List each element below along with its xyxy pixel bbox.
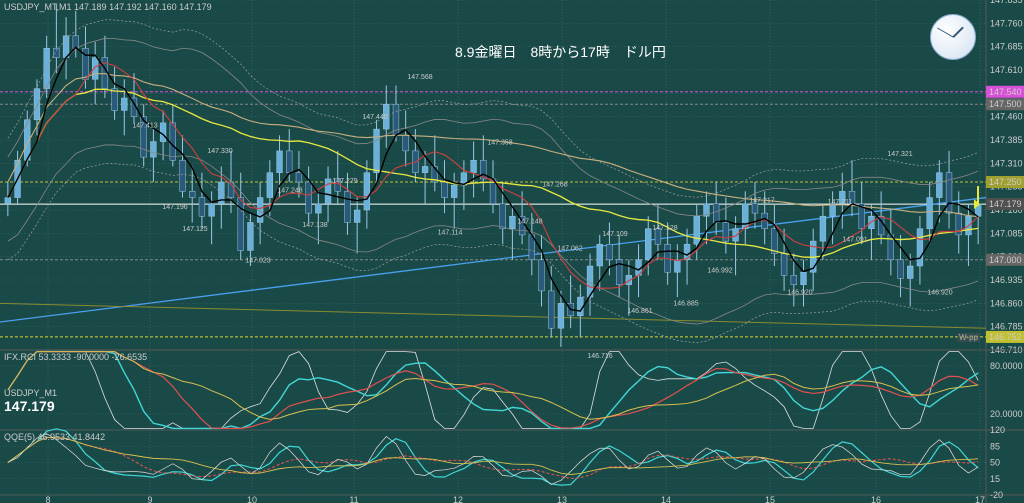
svg-text:9: 9 xyxy=(147,495,152,503)
svg-text:147.540: 147.540 xyxy=(989,87,1022,97)
svg-text:11: 11 xyxy=(349,495,358,503)
svg-text:147.138: 147.138 xyxy=(302,222,327,229)
trading-chart[interactable]: 146.710146.785146.860146.935147.010147.0… xyxy=(0,0,1024,503)
svg-text:80.0000: 80.0000 xyxy=(990,361,1023,371)
clock-icon xyxy=(930,14,976,60)
svg-text:147.179: 147.179 xyxy=(989,199,1022,209)
svg-text:147.148: 147.148 xyxy=(517,219,542,226)
svg-text:147.321: 147.321 xyxy=(887,151,912,158)
svg-text:147.310: 147.310 xyxy=(990,158,1023,168)
svg-text:147.196: 147.196 xyxy=(162,204,187,211)
svg-text:147.085: 147.085 xyxy=(990,228,1023,238)
svg-text:146.860: 146.860 xyxy=(990,298,1023,308)
svg-text:146.752: 146.752 xyxy=(989,332,1022,342)
wpp-marker: W-pp xyxy=(957,333,980,342)
qqe-indicator-label: QQE(5) 46.9533 41.8442 xyxy=(4,432,105,442)
svg-text:-20: -20 xyxy=(990,490,1003,500)
svg-text:147.217: 147.217 xyxy=(749,197,774,204)
svg-text:147.062: 147.062 xyxy=(557,245,582,252)
svg-text:12: 12 xyxy=(453,495,463,503)
svg-text:147.385: 147.385 xyxy=(990,135,1023,145)
svg-text:146.920: 146.920 xyxy=(927,290,952,297)
rci-indicator-label: IFX.RCI 53.3333 -90.0000 -26.6535 xyxy=(4,352,147,362)
svg-text:147.568: 147.568 xyxy=(407,74,432,81)
svg-text:147.835: 147.835 xyxy=(990,0,1023,5)
svg-text:147.760: 147.760 xyxy=(990,18,1023,28)
svg-text:147.279: 147.279 xyxy=(332,178,357,185)
svg-text:50: 50 xyxy=(990,458,1000,468)
svg-text:17: 17 xyxy=(975,495,985,503)
svg-text:147.248: 147.248 xyxy=(277,188,302,195)
symbol-sublabel: USDJPY_M1 xyxy=(4,388,57,398)
chart-title: 8.9金曜日 8時から17時 ドル円 xyxy=(455,42,666,62)
svg-text:146.992: 146.992 xyxy=(707,267,732,274)
svg-text:146.935: 146.935 xyxy=(990,275,1023,285)
svg-text:146.785: 146.785 xyxy=(990,322,1023,332)
svg-text:120: 120 xyxy=(990,425,1005,435)
svg-text:147.250: 147.250 xyxy=(989,177,1022,187)
svg-text:16: 16 xyxy=(871,495,881,503)
svg-text:147.128: 147.128 xyxy=(652,225,677,232)
symbol-header: USDJPY_MT,M1 147.189 147.192 147.160 147… xyxy=(4,2,212,12)
svg-text:147.358: 147.358 xyxy=(487,139,512,146)
svg-text:13: 13 xyxy=(557,495,567,503)
svg-text:147.413: 147.413 xyxy=(132,122,157,129)
svg-text:147.685: 147.685 xyxy=(990,42,1023,52)
svg-text:147.211: 147.211 xyxy=(828,199,853,206)
svg-text:146.861: 146.861 xyxy=(627,308,652,315)
svg-text:147.610: 147.610 xyxy=(990,65,1023,75)
svg-text:147.460: 147.460 xyxy=(990,112,1023,122)
svg-text:147.023: 147.023 xyxy=(245,258,270,265)
svg-text:146.885: 146.885 xyxy=(673,301,698,308)
svg-text:147.109: 147.109 xyxy=(602,231,627,238)
svg-text:147.091: 147.091 xyxy=(842,236,867,243)
svg-text:147.330: 147.330 xyxy=(207,148,232,155)
svg-text:15: 15 xyxy=(990,474,1000,484)
svg-text:14: 14 xyxy=(661,495,671,503)
svg-text:147.268: 147.268 xyxy=(542,181,567,188)
svg-text:10: 10 xyxy=(247,495,257,503)
svg-text:147.000: 147.000 xyxy=(989,255,1022,265)
svg-text:147.125: 147.125 xyxy=(182,226,207,233)
svg-text:15: 15 xyxy=(765,495,775,503)
svg-text:85: 85 xyxy=(990,441,1000,451)
svg-text:147.500: 147.500 xyxy=(989,99,1022,109)
svg-text:147.440: 147.440 xyxy=(362,114,387,121)
svg-text:8: 8 xyxy=(45,495,50,503)
svg-text:147.114: 147.114 xyxy=(438,229,463,236)
svg-text:20.0000: 20.0000 xyxy=(990,409,1023,419)
svg-text:146.920: 146.920 xyxy=(787,290,812,297)
big-price: 147.179 xyxy=(4,398,55,414)
svg-text:146.716: 146.716 xyxy=(587,353,612,360)
